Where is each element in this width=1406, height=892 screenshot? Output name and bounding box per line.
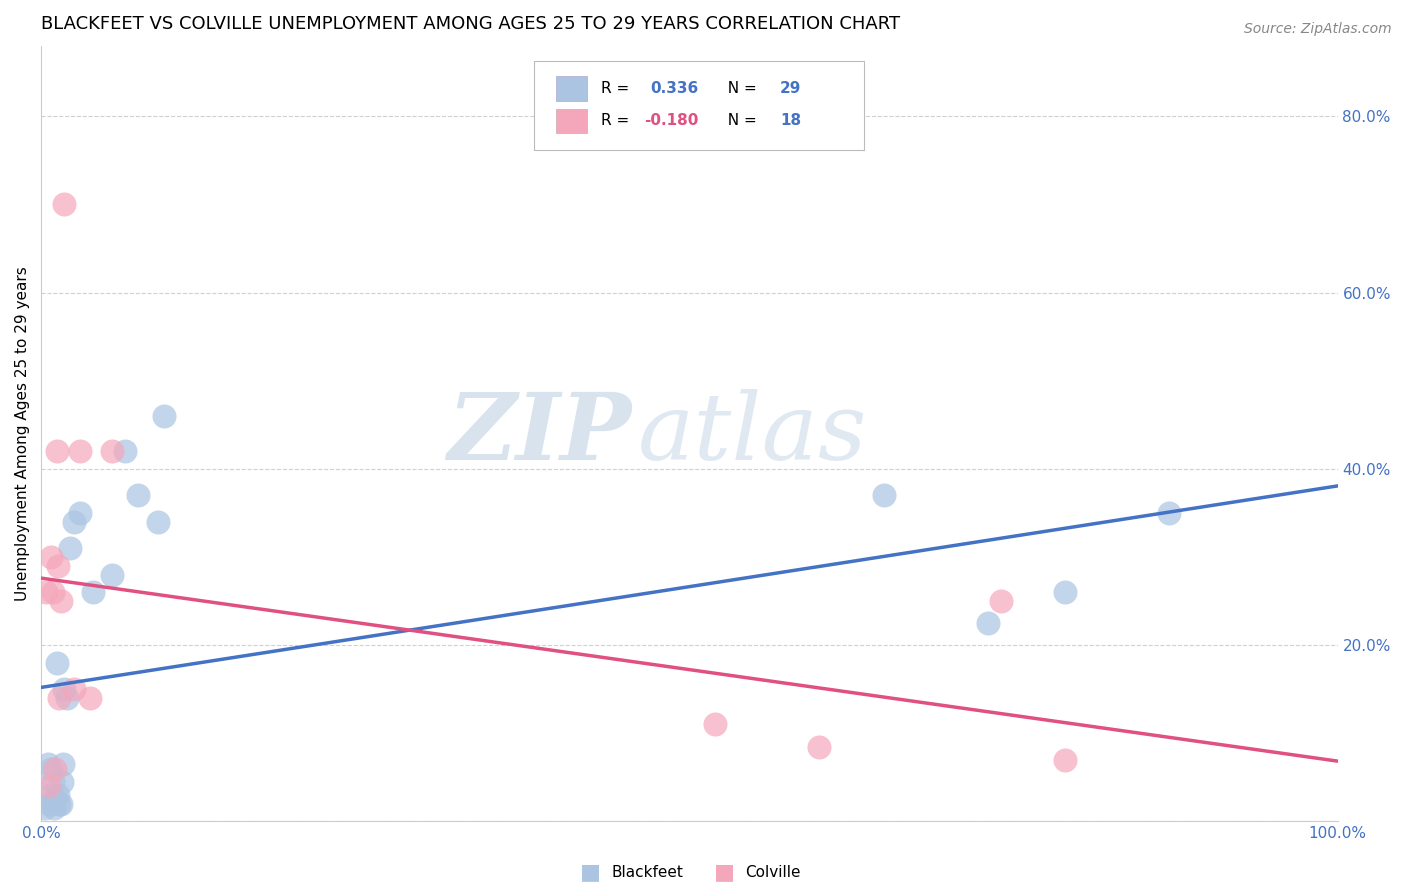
- Text: Source: ZipAtlas.com: Source: ZipAtlas.com: [1244, 22, 1392, 37]
- Point: [808, 739, 831, 754]
- FancyBboxPatch shape: [555, 76, 586, 101]
- Point: [153, 409, 176, 423]
- Point: [990, 594, 1012, 608]
- Point: [48, 797, 70, 811]
- Point: [704, 717, 727, 731]
- Point: [41, 549, 63, 564]
- Text: ZIP: ZIP: [447, 389, 631, 479]
- Point: [56, 691, 79, 706]
- Point: [46, 788, 69, 802]
- Point: [69, 506, 91, 520]
- Point: [44, 792, 66, 806]
- Point: [53, 682, 76, 697]
- Point: [35, 585, 58, 599]
- Point: [42, 585, 65, 599]
- Text: 29: 29: [780, 81, 801, 95]
- Point: [1054, 585, 1077, 599]
- Point: [101, 567, 124, 582]
- Point: [976, 616, 998, 631]
- Text: N =: N =: [718, 113, 762, 128]
- Point: [53, 197, 76, 211]
- Point: [38, 779, 60, 793]
- Text: R =: R =: [602, 81, 640, 95]
- Text: N =: N =: [718, 81, 762, 95]
- Text: 18: 18: [780, 113, 801, 128]
- Point: [51, 774, 73, 789]
- Point: [127, 488, 149, 502]
- Point: [69, 444, 91, 458]
- Point: [101, 444, 124, 458]
- Text: BLACKFEET VS COLVILLE UNEMPLOYMENT AMONG AGES 25 TO 29 YEARS CORRELATION CHART: BLACKFEET VS COLVILLE UNEMPLOYMENT AMONG…: [41, 15, 900, 33]
- Y-axis label: Unemployment Among Ages 25 to 29 years: Unemployment Among Ages 25 to 29 years: [15, 266, 30, 601]
- Text: -0.180: -0.180: [644, 113, 699, 128]
- Point: [146, 515, 169, 529]
- Point: [82, 585, 104, 599]
- Text: Colville: Colville: [745, 865, 800, 880]
- Point: [62, 515, 84, 529]
- Point: [48, 691, 70, 706]
- Text: ■: ■: [714, 863, 734, 882]
- Point: [114, 444, 136, 458]
- Point: [46, 558, 69, 573]
- Point: [44, 762, 66, 776]
- FancyBboxPatch shape: [555, 109, 586, 133]
- Point: [45, 656, 67, 670]
- Point: [34, 801, 56, 815]
- Point: [38, 797, 60, 811]
- Point: [59, 541, 82, 556]
- Text: atlas: atlas: [637, 389, 868, 479]
- Text: ■: ■: [581, 863, 600, 882]
- Point: [41, 762, 63, 776]
- Point: [873, 488, 896, 502]
- Text: Blackfeet: Blackfeet: [612, 865, 683, 880]
- Point: [79, 691, 101, 706]
- Point: [42, 774, 65, 789]
- Point: [52, 757, 75, 772]
- Point: [1159, 506, 1181, 520]
- Text: 0.336: 0.336: [651, 81, 699, 95]
- Point: [45, 444, 67, 458]
- Point: [37, 757, 59, 772]
- FancyBboxPatch shape: [534, 62, 865, 151]
- Point: [62, 682, 84, 697]
- Point: [39, 788, 62, 802]
- Point: [49, 594, 72, 608]
- Point: [49, 797, 72, 811]
- Point: [42, 801, 65, 815]
- Text: R =: R =: [602, 113, 634, 128]
- Point: [1054, 753, 1077, 767]
